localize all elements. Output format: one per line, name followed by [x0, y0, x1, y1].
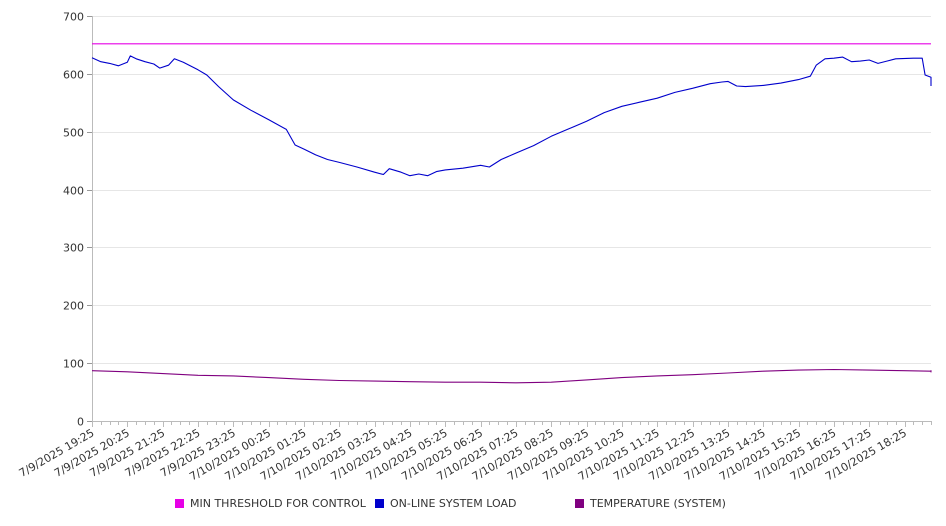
- legend-swatch: [575, 499, 584, 508]
- y-tick-label: 700: [63, 11, 84, 24]
- y-tick-label: 300: [63, 242, 84, 255]
- legend-swatch: [175, 499, 184, 508]
- y-tick-label: 500: [63, 127, 84, 140]
- legend: MIN THRESHOLD FOR CONTROL ON-LINE SYSTEM …: [0, 497, 946, 517]
- axes: [87, 16, 932, 427]
- series-lines: [91, 43, 932, 384]
- y-tick-label: 600: [63, 69, 84, 82]
- series-line-2: [91, 55, 932, 177]
- legend-swatch: [375, 499, 384, 508]
- series-line-3: [91, 368, 932, 384]
- legend-label: MIN THRESHOLD FOR CONTROL: [190, 497, 366, 510]
- grid: [92, 16, 931, 364]
- y-tick-label: 0: [77, 416, 84, 429]
- y-tick-label: 100: [63, 358, 84, 371]
- x-tick-labels: 7/9/2025 19:257/9/2025 20:257/9/2025 21:…: [17, 426, 909, 483]
- y-tick-label: 200: [63, 300, 84, 313]
- y-tick-label: 400: [63, 185, 84, 198]
- legend-item: ON-LINE SYSTEM LOAD: [375, 497, 516, 510]
- legend-label: ON-LINE SYSTEM LOAD: [390, 497, 517, 510]
- legend-item: MIN THRESHOLD FOR CONTROL: [175, 497, 366, 510]
- legend-item: TEMPERATURE (SYSTEM): [575, 497, 726, 510]
- legend-label: TEMPERATURE (SYSTEM): [590, 497, 726, 510]
- y-tick-labels: 0 100 200 300 400 500 600 700: [63, 11, 84, 429]
